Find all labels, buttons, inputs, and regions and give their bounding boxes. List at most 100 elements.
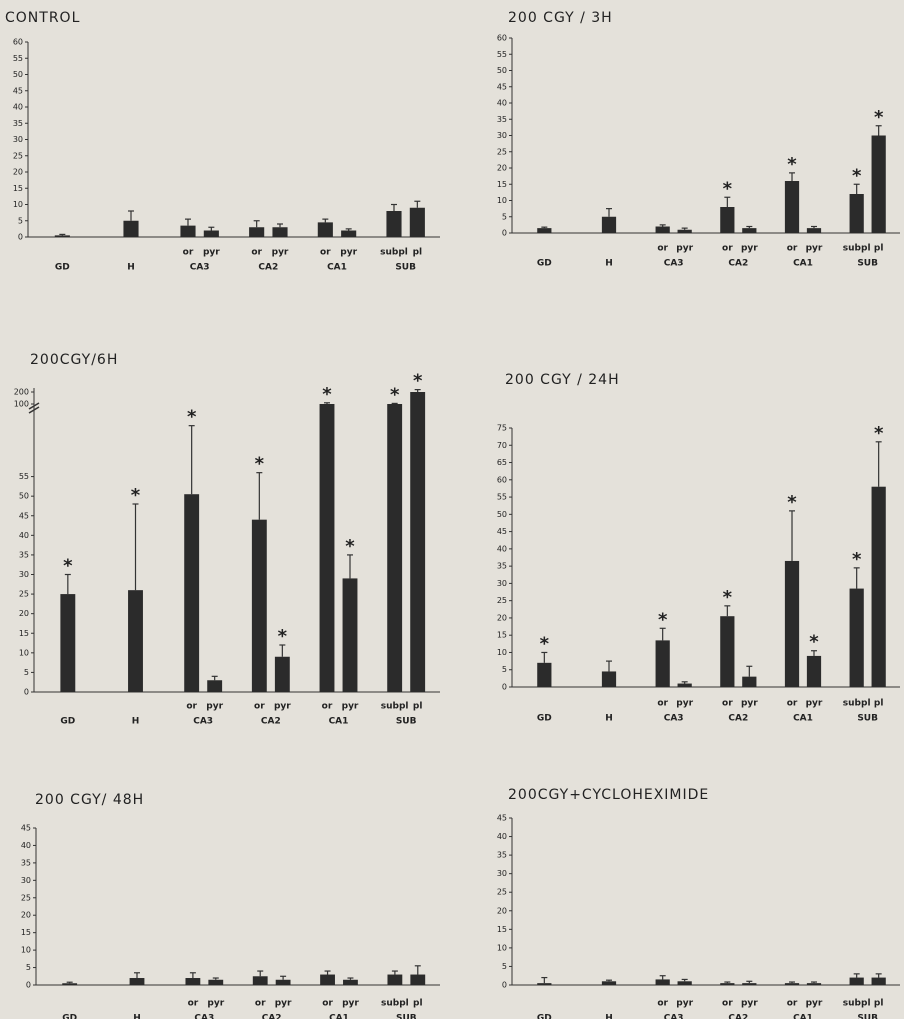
y-tick-label: 45 [497, 814, 507, 823]
x-tick-label: pyr [206, 702, 223, 712]
x-tick-label: pyr [676, 699, 693, 709]
bar [410, 974, 426, 985]
bar [601, 671, 617, 687]
y-tick-label: 10 [497, 196, 507, 205]
bar [208, 979, 224, 985]
bar [806, 228, 822, 233]
y-tick-label: 30 [21, 876, 31, 885]
group-label: CA1 [793, 1014, 813, 1019]
x-tick-label: subpl [843, 999, 871, 1009]
bar [806, 655, 822, 687]
bar [677, 981, 692, 985]
significance-marker: * [852, 549, 862, 570]
y-tick-label: 55 [19, 472, 29, 481]
group-label: CA2 [262, 1014, 282, 1019]
y-tick-label: 50 [497, 66, 507, 75]
x-tick-label: or [657, 999, 668, 1009]
y-tick-label: 55 [13, 54, 23, 63]
x-tick-label: subpl [843, 244, 871, 254]
bar [720, 616, 735, 687]
bar [601, 216, 617, 233]
x-tick-label: subpl [380, 248, 408, 258]
bar [742, 983, 757, 985]
chart-title: 200 CGY / 24H [505, 372, 620, 388]
y-tick-label: 20 [497, 906, 507, 915]
chart-title: 200 CGY/ 48H [35, 792, 144, 808]
x-tick-label: or [787, 999, 798, 1009]
bar [784, 560, 800, 687]
x-tick-label: pyr [676, 244, 693, 254]
y-tick-label: 15 [13, 184, 23, 193]
group-label: SUB [857, 714, 878, 724]
x-tick-label: pyr [342, 702, 359, 712]
y-tick-label: 60 [497, 34, 507, 43]
y-tick-label: 45 [21, 824, 31, 833]
y-tick-label: 50 [13, 70, 23, 79]
group-label: SUB [396, 717, 417, 727]
bar [655, 226, 670, 233]
significance-marker: * [809, 632, 819, 653]
x-tick-label: pyr [676, 999, 693, 1009]
x-tick-label: or [657, 699, 668, 709]
bar [387, 404, 403, 692]
group-label: CA3 [193, 717, 213, 727]
group-label: CA1 [793, 259, 813, 269]
y-tick-label: 25 [13, 151, 23, 160]
bar [123, 220, 139, 237]
x-tick-label: or [722, 699, 733, 709]
y-tick-label: 0 [502, 229, 507, 238]
bar [386, 211, 402, 237]
bar [274, 656, 290, 692]
y-tick-label: 40 [497, 832, 507, 841]
group-label: CA2 [261, 717, 281, 727]
bar [742, 676, 757, 687]
bar [655, 640, 670, 687]
bar [60, 594, 76, 692]
axis-break [28, 402, 40, 410]
x-tick-label: pyr [274, 702, 291, 712]
significance-marker: * [874, 107, 884, 128]
group-label: CA2 [728, 714, 748, 724]
y-tick-label: 15 [497, 180, 507, 189]
bar [677, 683, 692, 687]
y-tick-label: 100 [14, 400, 29, 409]
group-label: H [133, 1014, 141, 1019]
group-label: CA3 [664, 259, 684, 269]
x-tick-label: pl [874, 244, 884, 254]
significance-marker: * [255, 454, 265, 475]
group-label: H [605, 714, 613, 724]
group-label: GD [60, 717, 75, 727]
bar [128, 590, 143, 692]
bar [806, 983, 822, 985]
significance-marker: * [658, 609, 668, 630]
x-tick-label: subpl [381, 702, 409, 712]
chart-title: 200CGY/6H [30, 352, 118, 368]
bar [251, 519, 267, 692]
y-tick-label: 30 [497, 869, 507, 878]
y-tick-label: 25 [21, 893, 31, 902]
bar [180, 225, 196, 237]
chart-title: 200 CGY / 3H [508, 10, 613, 26]
y-tick-label: 30 [497, 579, 507, 588]
y-tick-label: 15 [497, 925, 507, 934]
y-tick-label: 40 [497, 544, 507, 553]
bar [203, 230, 219, 237]
y-tick-label: 55 [497, 493, 507, 502]
y-tick-label: 30 [19, 570, 29, 579]
x-tick-label: pl [874, 699, 884, 709]
y-tick-label: 0 [18, 233, 23, 242]
x-tick-label: or [254, 702, 265, 712]
bar [129, 978, 145, 985]
group-label: H [132, 717, 140, 727]
significance-marker: * [390, 384, 400, 405]
bar [343, 979, 358, 985]
bar [871, 977, 886, 985]
y-tick-label: 20 [19, 609, 29, 618]
group-label: H [605, 259, 613, 269]
bar [849, 588, 864, 687]
x-tick-label: pyr [203, 248, 220, 258]
y-tick-label: 40 [497, 99, 507, 108]
x-tick-label: or [322, 999, 333, 1009]
group-label: CA1 [327, 263, 347, 273]
y-tick-label: 50 [497, 510, 507, 519]
